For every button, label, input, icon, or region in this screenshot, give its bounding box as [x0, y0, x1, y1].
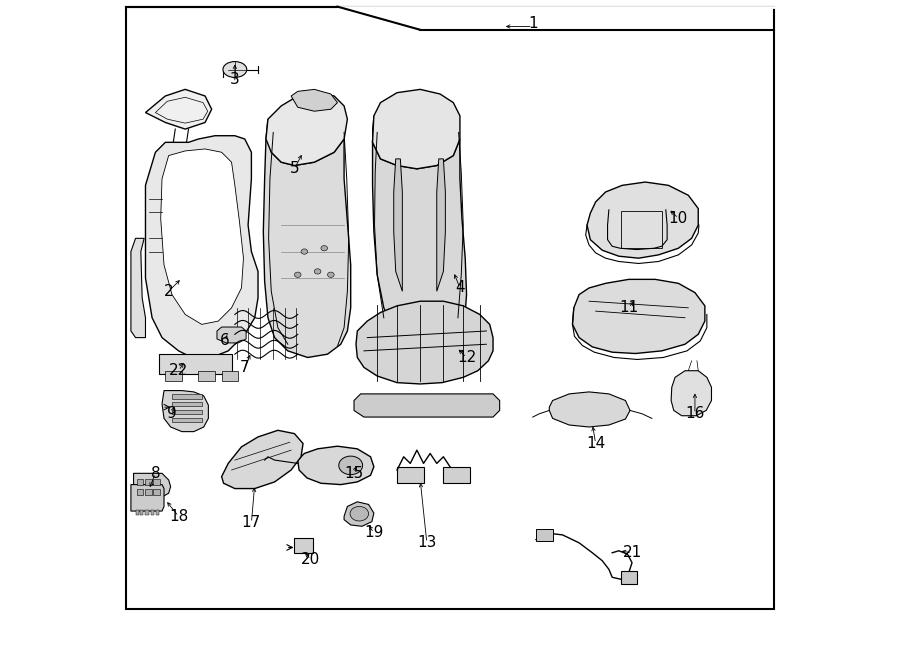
Text: 18: 18	[169, 509, 188, 524]
Text: 11: 11	[619, 301, 638, 315]
Bar	[294, 538, 313, 553]
Text: 19: 19	[364, 526, 383, 540]
Ellipse shape	[328, 272, 334, 277]
Polygon shape	[373, 89, 460, 169]
Polygon shape	[217, 327, 246, 343]
Polygon shape	[354, 394, 500, 417]
Bar	[621, 211, 662, 248]
Bar	[140, 510, 143, 515]
Text: 9: 9	[167, 406, 176, 421]
Bar	[151, 510, 154, 515]
Polygon shape	[587, 182, 698, 258]
Ellipse shape	[314, 269, 321, 274]
Text: 15: 15	[345, 466, 364, 481]
Polygon shape	[130, 485, 164, 511]
Polygon shape	[344, 502, 374, 526]
Polygon shape	[549, 392, 630, 427]
Polygon shape	[161, 149, 244, 324]
Bar	[146, 489, 152, 495]
Polygon shape	[146, 136, 258, 357]
Bar	[444, 467, 470, 483]
Text: 12: 12	[457, 350, 476, 365]
Polygon shape	[221, 430, 303, 489]
Bar	[137, 489, 143, 495]
Bar	[153, 489, 160, 495]
Polygon shape	[393, 159, 402, 291]
Text: 8: 8	[150, 466, 160, 481]
Bar	[172, 394, 202, 399]
Polygon shape	[133, 473, 171, 500]
Ellipse shape	[338, 456, 363, 475]
Ellipse shape	[302, 249, 308, 254]
Bar	[221, 371, 239, 381]
Polygon shape	[356, 301, 493, 384]
Text: 10: 10	[669, 211, 688, 226]
Bar	[146, 479, 152, 485]
Text: 7: 7	[240, 360, 249, 375]
Bar	[136, 510, 139, 515]
Text: 16: 16	[685, 406, 705, 421]
Text: 14: 14	[586, 436, 606, 451]
Text: 21: 21	[623, 545, 642, 560]
Text: 22: 22	[169, 363, 188, 378]
Text: 1: 1	[528, 16, 537, 30]
Polygon shape	[373, 116, 466, 351]
Ellipse shape	[321, 246, 328, 251]
Ellipse shape	[350, 506, 369, 521]
Polygon shape	[130, 238, 146, 338]
Polygon shape	[671, 371, 712, 416]
Text: 2: 2	[164, 284, 174, 299]
Bar	[397, 467, 424, 483]
Text: 20: 20	[302, 552, 320, 567]
Bar	[158, 354, 231, 374]
Bar	[172, 402, 202, 406]
Polygon shape	[146, 89, 212, 129]
Text: 3: 3	[230, 72, 239, 87]
Bar	[198, 371, 215, 381]
Bar	[146, 510, 148, 515]
Bar	[166, 371, 182, 381]
Text: 5: 5	[290, 162, 299, 176]
Ellipse shape	[223, 62, 247, 77]
Ellipse shape	[294, 272, 302, 277]
Bar	[156, 510, 159, 515]
Polygon shape	[436, 159, 446, 291]
Polygon shape	[264, 119, 351, 357]
Bar	[172, 410, 202, 414]
Polygon shape	[266, 93, 347, 166]
Bar	[137, 479, 143, 485]
Text: 4: 4	[455, 281, 464, 295]
Polygon shape	[298, 446, 374, 485]
Bar	[536, 529, 553, 541]
Text: 6: 6	[220, 334, 230, 348]
Polygon shape	[291, 89, 338, 111]
Text: 17: 17	[242, 516, 261, 530]
Bar	[621, 571, 637, 584]
Text: 13: 13	[417, 536, 436, 550]
Polygon shape	[572, 279, 705, 354]
Polygon shape	[162, 391, 209, 432]
Bar	[153, 479, 160, 485]
Bar	[172, 418, 202, 422]
